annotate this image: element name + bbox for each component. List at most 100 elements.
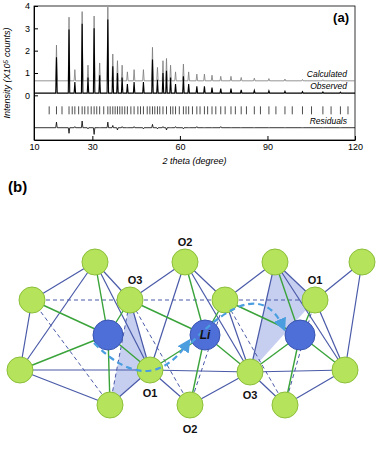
series-line — [34, 121, 355, 134]
reflection-tick — [340, 106, 341, 114]
reflection-tick — [170, 106, 171, 114]
x-axis: 10 30 60 90 120 — [29, 136, 363, 152]
reflection-tick — [96, 106, 97, 114]
hop-path — [191, 304, 284, 343]
tick-mark — [34, 28, 38, 29]
octahedron-edge — [150, 262, 185, 370]
reflection-tick — [134, 106, 135, 114]
x-axis-title: 2 theta (degree) — [161, 156, 226, 166]
reflection-tick — [94, 106, 95, 114]
panel-label: (a) — [333, 10, 349, 25]
reflection-tick — [62, 106, 63, 114]
atom-label: O1 — [308, 274, 323, 286]
reflection-tick — [212, 106, 213, 114]
y-axis-title: Intensity (X10⁵ counts) — [2, 28, 12, 119]
tick-label: 10 — [29, 142, 39, 152]
oxygen-atom — [19, 287, 45, 313]
reflection-tick — [107, 106, 108, 114]
tick-label: 3 — [25, 24, 30, 34]
tick-mark — [355, 136, 356, 140]
panel-label: (b) — [8, 178, 27, 195]
tick: 3 — [25, 24, 38, 34]
octahedron-edge — [20, 370, 110, 405]
tick: 1 — [25, 68, 38, 78]
lithium-atom — [190, 320, 220, 350]
reflection-tick — [183, 106, 184, 114]
reflection-tick — [302, 106, 303, 114]
reflection-tick — [311, 106, 312, 114]
tick-label: 4 — [25, 1, 30, 11]
reflection-tick — [186, 106, 187, 114]
reflection-tick — [110, 106, 111, 114]
reflection-tick — [130, 106, 131, 114]
reflection-tick — [127, 106, 128, 114]
reflection-tick — [207, 106, 208, 114]
octahedron-edge — [130, 300, 225, 301]
reflection-tick — [56, 106, 57, 114]
tick: 60 — [175, 136, 185, 152]
reflection-tick — [49, 106, 50, 114]
oxygen-atom — [97, 392, 123, 418]
tick-label: 90 — [263, 142, 273, 152]
reflection-tick — [157, 106, 158, 114]
reflection-tick — [268, 106, 269, 114]
octahedron-edge — [285, 300, 315, 405]
octahedron-edge — [345, 262, 362, 370]
tick-label: 60 — [175, 142, 185, 152]
tick-label: 120 — [348, 142, 363, 152]
reflection-tick — [78, 106, 79, 114]
reflection-tick — [200, 106, 201, 114]
reflection-tick — [254, 106, 255, 114]
reflection-tick — [154, 106, 155, 114]
reflection-tick — [196, 106, 197, 114]
atom-label: Li — [200, 328, 211, 342]
reflection-tick — [74, 106, 75, 114]
y-axis: 01234 — [25, 1, 38, 140]
tick-label: 30 — [88, 142, 98, 152]
reflection-tick — [124, 106, 125, 114]
reflection-tick — [117, 106, 118, 114]
reflection-tick — [91, 106, 92, 114]
reflection-tick — [147, 106, 148, 114]
plot-frame — [34, 6, 355, 140]
oxygen-atom — [349, 249, 375, 275]
atom-label: O2 — [183, 423, 198, 435]
octahedron-face — [250, 262, 315, 372]
oxygen-atom — [177, 392, 203, 418]
tick: 120 — [348, 136, 363, 152]
tick-mark — [34, 51, 38, 52]
tick-mark — [267, 136, 268, 140]
tick-mark — [34, 73, 38, 74]
atom-label: O1 — [143, 387, 158, 399]
atom-label: O2 — [178, 236, 193, 248]
tick: 90 — [263, 136, 273, 152]
reflection-tick — [143, 106, 144, 114]
series-label: Calculated — [307, 69, 347, 79]
reflection-tick — [137, 106, 138, 114]
reflection-tick — [122, 106, 123, 114]
reflection-tick — [284, 106, 285, 114]
reflection-tick — [112, 106, 113, 114]
series-line — [34, 19, 355, 93]
tick: 2 — [25, 46, 38, 56]
octahedron-edge — [150, 370, 250, 372]
oxygen-atom — [7, 357, 33, 383]
reflection-tick — [179, 106, 180, 114]
tick-label: 2 — [25, 46, 30, 56]
reflection-tick — [230, 106, 231, 114]
tick: 4 — [25, 1, 38, 11]
reflection-tick — [99, 106, 100, 114]
reflection-tick — [275, 106, 276, 114]
reflection-tick — [204, 106, 205, 114]
tick-mark — [180, 136, 181, 140]
reflection-tick — [225, 106, 226, 114]
reflection-tick — [220, 106, 221, 114]
series-label: Residuals — [310, 116, 348, 126]
oxygen-atom — [237, 359, 263, 385]
oxygen-atom — [332, 357, 358, 383]
oxygen-atom — [117, 287, 143, 313]
reflection-tick — [72, 106, 73, 114]
plot-area — [34, 7, 355, 134]
reflection-tick — [162, 106, 163, 114]
reflection-tick — [82, 106, 83, 114]
